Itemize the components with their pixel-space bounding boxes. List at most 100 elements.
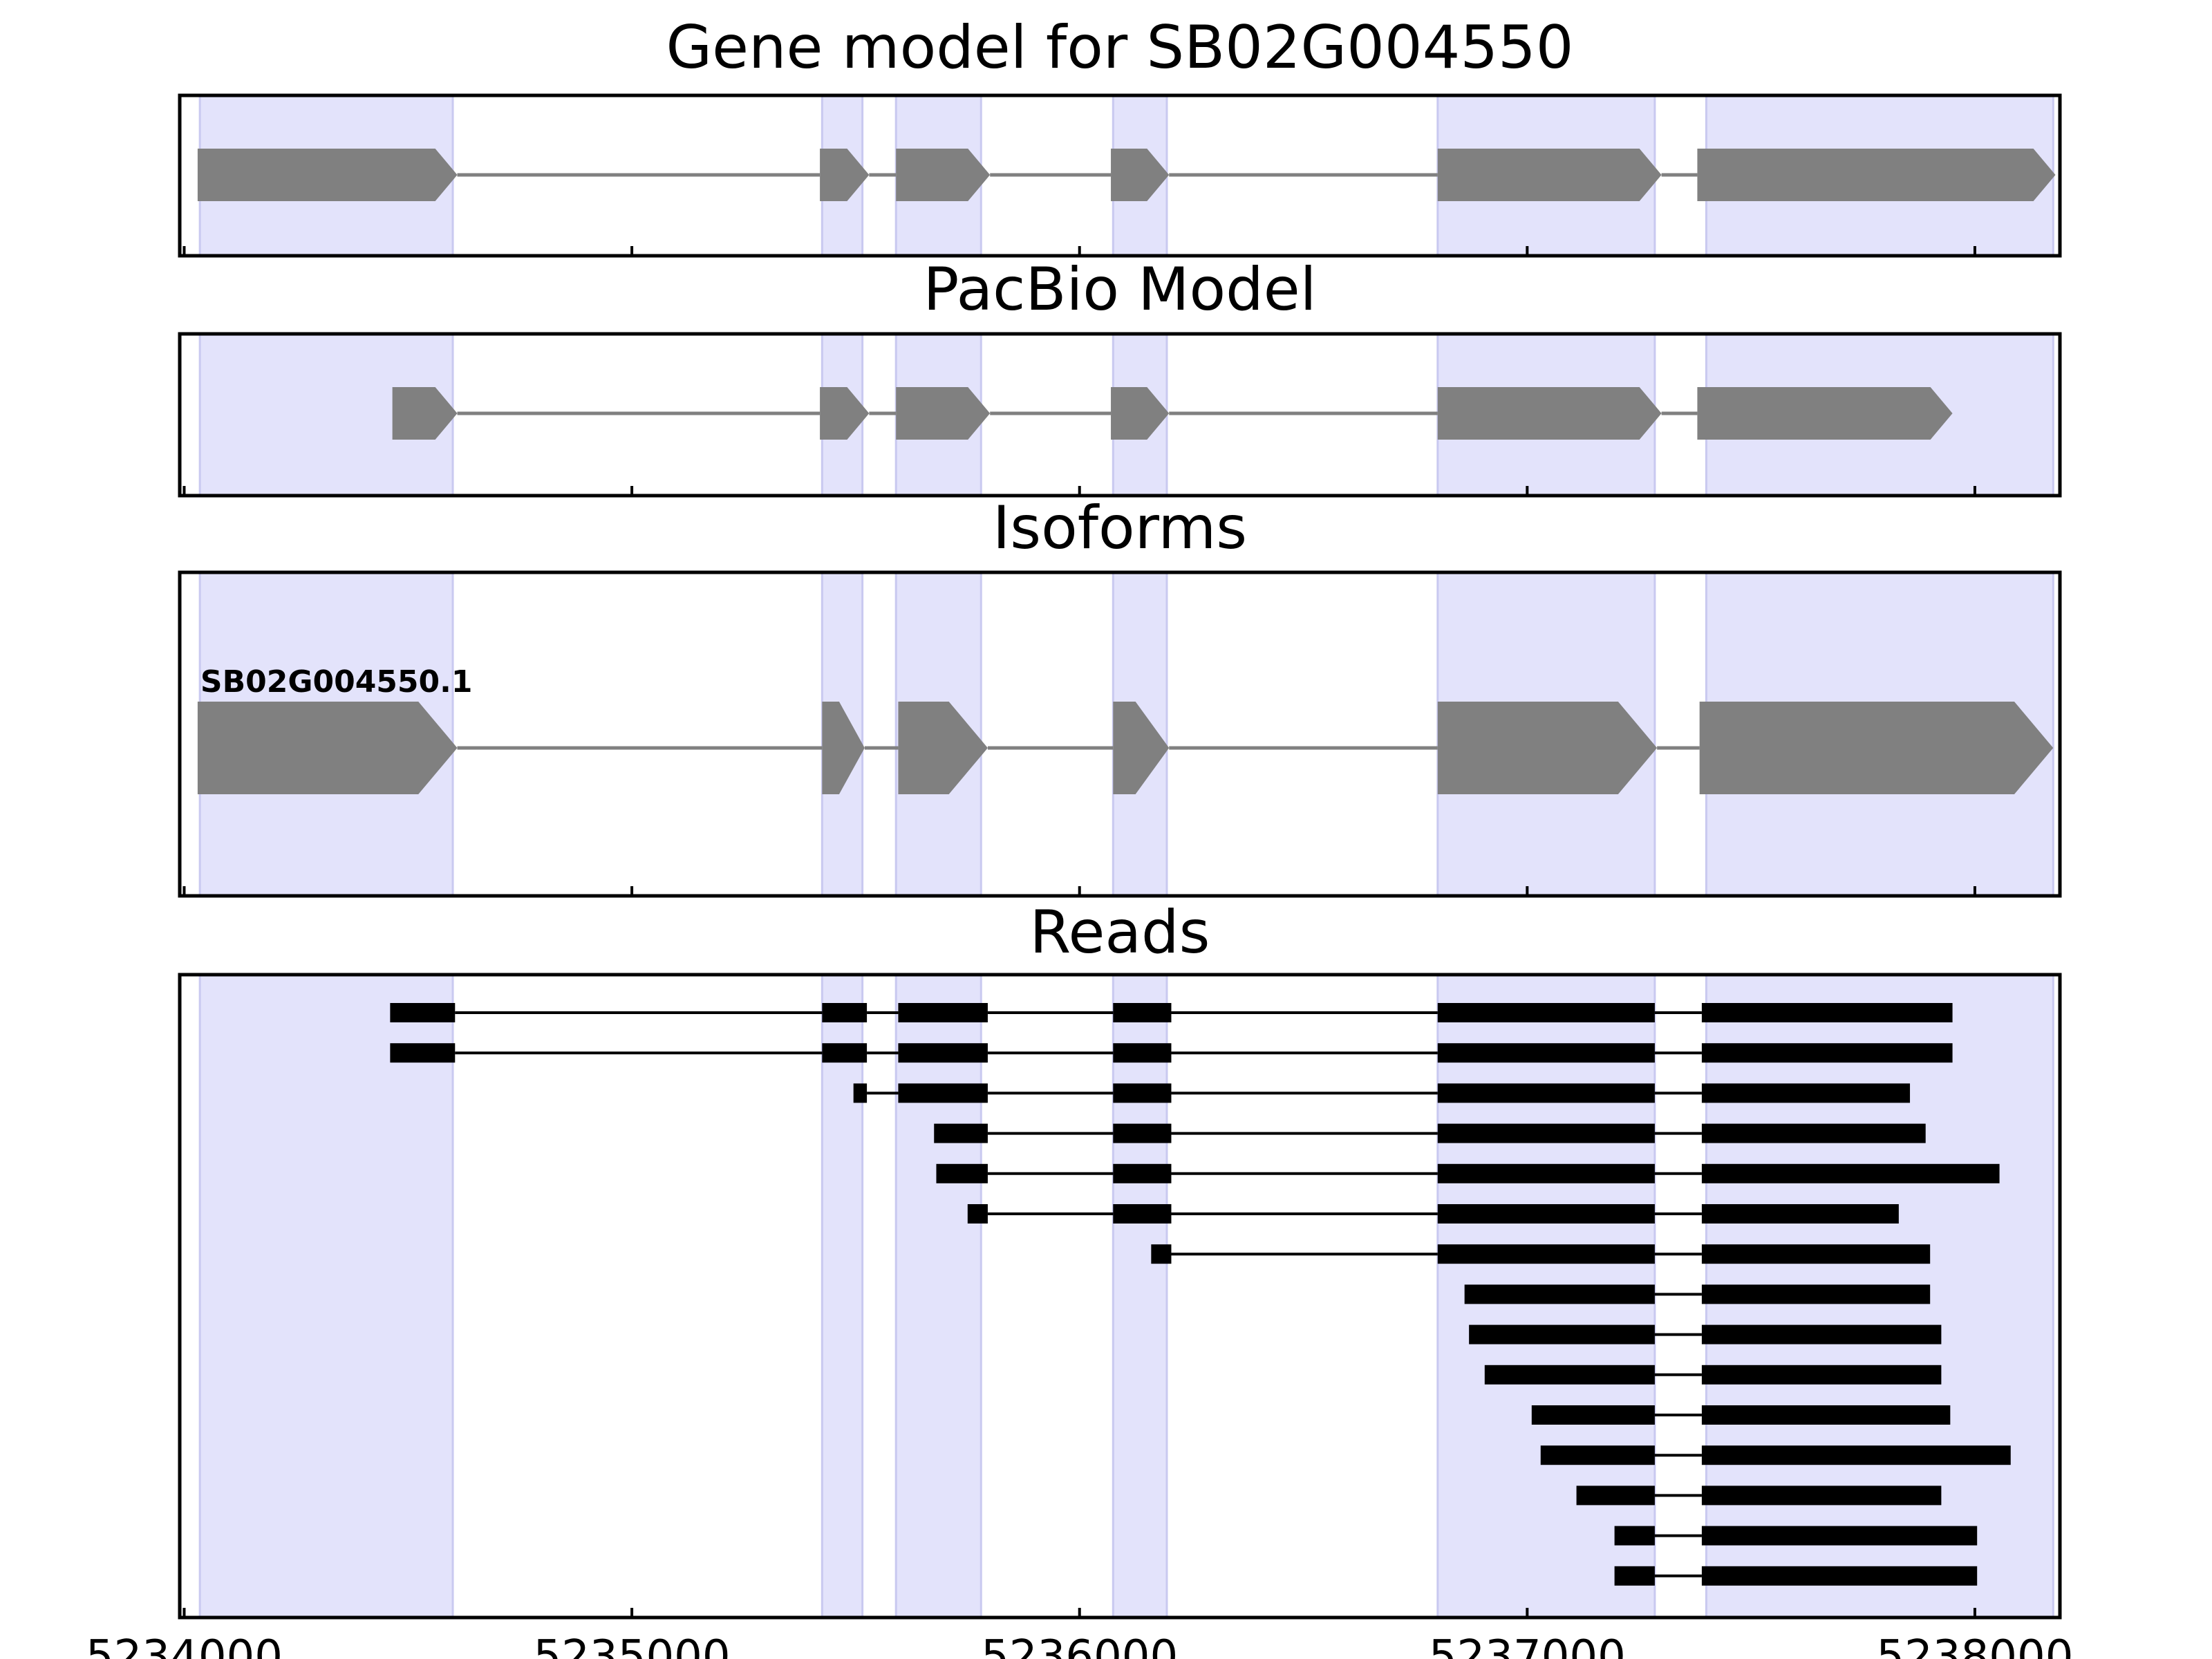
- highlight-region: [1112, 973, 1168, 1619]
- read-block: [1701, 1485, 1942, 1506]
- panel-gene-model: [178, 93, 2062, 258]
- exon-block: [1437, 149, 1662, 201]
- read-block: [1701, 1284, 1931, 1304]
- exon-block: [392, 387, 458, 440]
- panel-title: Isoforms: [993, 494, 1247, 563]
- read-block: [390, 1003, 456, 1022]
- read-block: [1540, 1445, 1655, 1465]
- read-block: [1437, 1003, 1655, 1022]
- read-block: [1701, 1043, 1953, 1063]
- read-block: [853, 1083, 868, 1103]
- read-block: [898, 1043, 988, 1063]
- highlight-region: [821, 973, 864, 1619]
- exon-block: [896, 149, 991, 201]
- read-block: [1437, 1123, 1655, 1143]
- highlight-region: [894, 973, 982, 1619]
- x-tick-label: 5235000: [534, 1631, 731, 1659]
- read-block: [1437, 1244, 1655, 1264]
- read-block: [1113, 1083, 1172, 1103]
- read-block: [1113, 1123, 1172, 1143]
- read-block: [1701, 1324, 1942, 1344]
- read: [1464, 1284, 1931, 1304]
- exon-block: [1697, 149, 2056, 201]
- isoform-label: SB02G004550.1: [200, 664, 473, 700]
- exon-block: [1111, 149, 1170, 201]
- panel-frame: [178, 570, 2062, 898]
- read-block: [1701, 1405, 1951, 1425]
- read-block: [1614, 1526, 1655, 1546]
- panels: PacBio Model Isoforms SB02G004550.1 Reads: [178, 93, 2062, 1620]
- read-block: [1469, 1324, 1655, 1344]
- read: [1469, 1324, 1942, 1344]
- read-block: [390, 1043, 456, 1063]
- x-tick-label: 5236000: [981, 1631, 1178, 1659]
- read-block: [822, 1003, 868, 1022]
- read: [1151, 1244, 1931, 1264]
- read-block: [898, 1083, 988, 1103]
- read-block: [1531, 1405, 1655, 1425]
- highlight-region: [198, 973, 454, 1619]
- read-block: [1576, 1485, 1655, 1506]
- x-axis-tick-labels: 5234000 5235000 5236000 5237000 5238000: [86, 1631, 2074, 1659]
- read-block: [1701, 1244, 1931, 1264]
- panel-frame: [178, 973, 2062, 1620]
- read-block: [1484, 1365, 1655, 1385]
- exon-block: [820, 149, 870, 201]
- exon-block: [1437, 387, 1662, 440]
- read-block: [934, 1123, 988, 1143]
- read-block: [1151, 1244, 1172, 1264]
- exon-block: [1437, 702, 1658, 794]
- read-block: [1701, 1123, 1926, 1143]
- panel-pacbio-model: PacBio Model: [178, 255, 2062, 498]
- read-block: [822, 1043, 868, 1063]
- figure-title: Gene model for SB02G004550: [666, 13, 1574, 82]
- read-block: [1701, 1526, 1978, 1546]
- read-block: [1614, 1566, 1655, 1586]
- read: [1614, 1526, 1978, 1546]
- exon-block: [1111, 387, 1170, 440]
- read: [967, 1204, 1899, 1224]
- read: [936, 1163, 2000, 1183]
- read-block: [898, 1003, 988, 1022]
- exon-block: [820, 387, 870, 440]
- panel-title: PacBio Model: [923, 255, 1316, 324]
- exon-block: [1113, 702, 1170, 794]
- x-tick-label: 5234000: [86, 1631, 283, 1659]
- read: [853, 1083, 1911, 1103]
- read: [390, 1043, 1953, 1063]
- panel-frame: [178, 93, 2062, 258]
- panel-frame: [178, 332, 2062, 498]
- read-block: [1113, 1163, 1172, 1183]
- read-block: [1701, 1445, 2011, 1465]
- panel-isoforms: Isoforms SB02G004550.1: [178, 494, 2062, 898]
- read-block: [1701, 1566, 1978, 1586]
- read: [1484, 1365, 1942, 1385]
- read-block: [1113, 1003, 1172, 1022]
- exon-block: [197, 149, 458, 201]
- read: [1614, 1566, 1978, 1586]
- read-block: [967, 1204, 988, 1224]
- read: [390, 1003, 1953, 1022]
- read-block: [1701, 1204, 1899, 1224]
- exon-block: [197, 702, 458, 794]
- read-block: [1701, 1003, 1953, 1022]
- x-tick-label: 5237000: [1429, 1631, 1626, 1659]
- read-block: [1437, 1083, 1655, 1103]
- read-block: [1113, 1204, 1172, 1224]
- read: [1531, 1405, 1951, 1425]
- read-block: [1701, 1365, 1942, 1385]
- read-block: [1437, 1204, 1655, 1224]
- read-block: [1437, 1043, 1655, 1063]
- read: [934, 1123, 1926, 1143]
- read: [1576, 1485, 1942, 1506]
- panel-reads: Reads: [178, 898, 2062, 1620]
- read: [1540, 1445, 2011, 1465]
- read-block: [1464, 1284, 1655, 1304]
- read-block: [936, 1163, 988, 1183]
- panel-title: Reads: [1030, 898, 1210, 967]
- exon-block: [1697, 387, 1953, 440]
- read-block: [1701, 1083, 1911, 1103]
- exon-block: [896, 387, 991, 440]
- exon-block: [1699, 702, 2054, 794]
